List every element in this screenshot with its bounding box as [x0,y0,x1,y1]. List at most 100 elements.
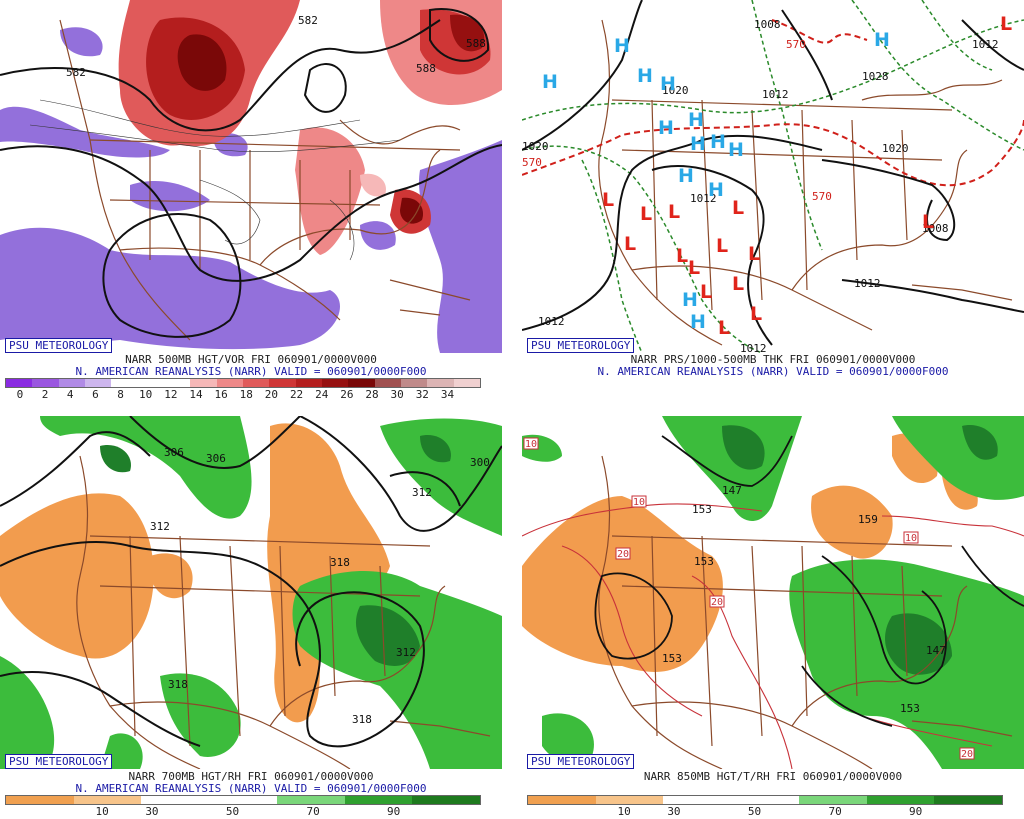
contour-label: 147 [722,484,742,497]
temperature-box-labels: 10 10 10 20 20 20 [523,437,975,760]
isobar-label: 1008 [922,222,949,235]
legend-swatch [934,796,1003,804]
legend-swatch [6,796,74,804]
coastline-and-borders [598,455,1013,769]
high-symbol: H [688,109,704,131]
legend-swatch [216,379,243,387]
panel-subcaption: N. AMERICAN REANALYSIS (NARR) VALID = 06… [75,365,427,378]
legend-tick-label: 16 [214,388,228,401]
high-symbol: H [690,133,706,155]
legend-swatch [798,796,867,804]
contour-label: 312 [412,486,432,499]
isobar-label: 1020 [662,84,689,97]
high-symbol: H [690,311,706,333]
thin-contours [29,99,401,261]
panel-caption: NARR PRS/1000-500MB THK FRI 060901/0000V… [630,353,916,366]
legend-swatch [400,379,428,387]
legend-tick-label: 0 [16,388,24,401]
low-symbol: L [640,203,652,225]
legend-tick-label: 50 [747,805,762,818]
legend-tick-label: 90 [909,805,923,818]
legend-swatch [276,796,345,804]
high-symbol: H [660,73,676,95]
isobars [522,0,1024,346]
high-symbol: H [678,165,694,187]
vorticity-legend-ticks: 0 2 4 6 8 10 12 14 16 18 20 22 24 26 28 30 32 34 [5,388,479,402]
contour-labels: 306 306 312 300 312 318 318 312 318 [150,446,490,726]
high-symbol: H [728,139,744,161]
contour-labels: 582 582 588 588 [66,14,486,79]
isobar-label: 1020 [882,142,909,155]
thickness-label: 570 [812,190,832,203]
thickness-label: 570 [522,156,542,169]
red-vorticity-regions [118,0,502,255]
legend-tick-label: 70 [306,805,320,818]
isobar-label: 1012 [854,277,881,290]
legend-tick-label: 12 [164,388,178,401]
low-symbol: L [624,233,636,255]
contour-label: 306 [206,452,226,465]
legend-tick-label: 10 [139,388,153,401]
high-symbol: H [708,179,724,201]
legend-tick-label: 70 [828,805,842,818]
isobar-label: 1012 [538,315,565,328]
dry-regions [0,423,390,723]
very-moist-regions [100,435,451,666]
legend-tick-label: 24 [315,388,329,401]
high-symbol: H [658,117,674,139]
contour-label: 159 [858,513,878,526]
panel-500mb-vorticity: 582 582 588 588 PSU METEOROLOGY NARR 500… [0,0,502,404]
legend-tick-label: 8 [117,388,124,401]
legend-tick-label: 14 [189,388,203,401]
legend-swatch [528,796,596,804]
legend-tick-label: 10 [95,805,109,818]
panel-caption: NARR 500MB HGT/VOR FRI 060901/0000V000 [125,353,377,366]
psu-credit: PSU METEOROLOGY [5,754,113,769]
temp-label: 10 [525,439,537,450]
contour-label: 300 [470,456,490,469]
coastline-and-borders [598,19,1013,346]
low-symbol: L [668,201,680,223]
map-700mb: 306 306 312 300 312 318 318 312 318 [0,416,502,769]
legend-tick-label: 18 [239,388,253,401]
legend-swatch [242,379,270,387]
low-symbol: L [602,189,614,211]
panel-700mb-rh: 306 306 312 300 312 318 318 312 318 PSU … [0,416,502,819]
temp-label: 10 [633,497,645,508]
isobar-label: 1012 [762,88,789,101]
contour-label: 312 [396,646,416,659]
legend-tick-label: 30 [667,805,681,818]
isobar-label: 1012 [972,38,999,51]
map-850mb: 153 147 153 159 153 147 153 10 10 10 20 … [522,416,1024,769]
low-symbol: L [748,243,760,265]
moist-regions [0,416,502,769]
psu-credit: PSU METEOROLOGY [527,754,635,769]
low-symbol: L [732,273,744,295]
legend-tick-label: 28 [365,388,379,401]
high-symbol: H [637,65,653,87]
legend-tick-label: 10 [617,805,631,818]
coastline-and-borders [59,19,471,341]
contour-label: 153 [692,503,712,516]
height-contours [594,435,1024,727]
legend-swatch [866,796,935,804]
legend-tick-label: 4 [66,388,74,401]
legend-swatch [84,379,112,387]
high-symbol: H [874,29,890,51]
contour-labels: 153 147 153 159 153 147 153 [662,484,946,715]
vorticity-color-legend [5,378,481,388]
legend-swatch [163,379,191,387]
temp-label: 20 [711,597,723,608]
contour-label: 582 [298,14,318,27]
legend-swatch [348,379,375,387]
panel-850mb-rh: 153 147 153 159 153 147 153 10 10 10 20 … [522,416,1024,819]
legend-swatch [190,379,217,387]
high-symbol: H [614,35,630,57]
legend-swatch [32,379,59,387]
legend-swatch [209,796,277,804]
low-symbol: L [1000,13,1012,35]
legend-swatch [412,796,481,804]
legend-swatch [141,796,210,804]
temp-label: 20 [961,749,973,760]
rh-color-legend [527,795,1003,805]
